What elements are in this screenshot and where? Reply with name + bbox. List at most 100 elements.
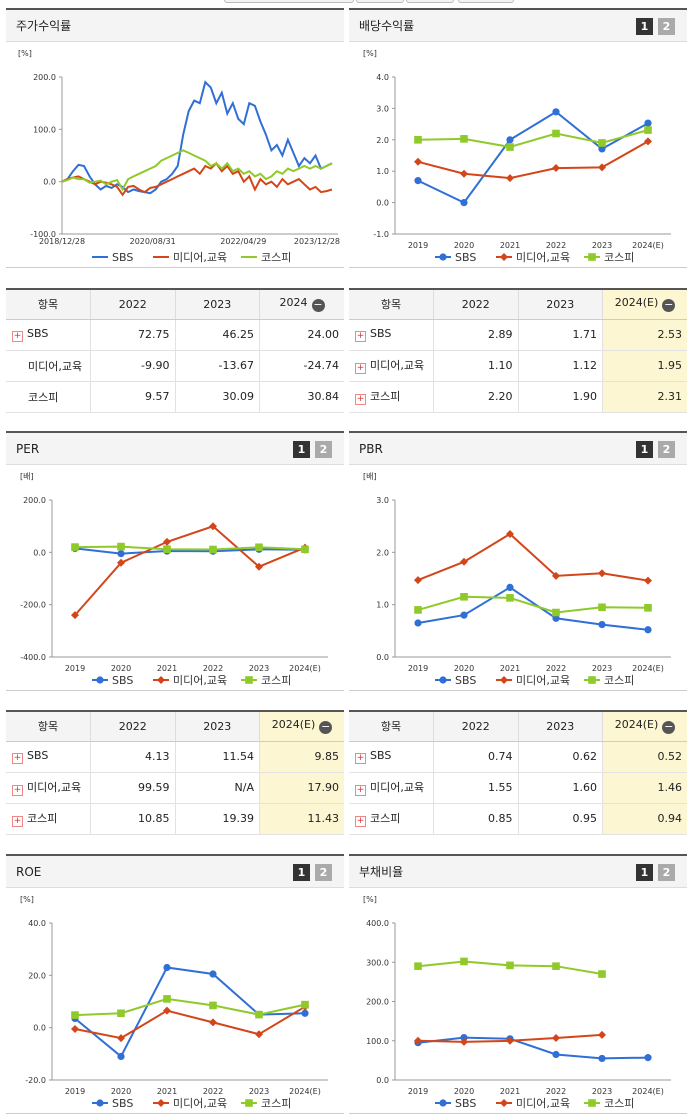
chart-unit-label: [%] (363, 49, 377, 58)
dividend-panel: 배당수익률 1 2 [%] 4.0 3.0 2.0 1.0 0.0 -1.0 2019 2020… (349, 8, 687, 268)
top-button-3[interactable] (406, 0, 454, 3)
value-cell: 1.10 (433, 350, 518, 382)
y-tick-label: 40.0 (28, 919, 46, 928)
table-header-label: 2024(E) (271, 718, 316, 732)
table-row: + 코스피 2.20 1.90 2.31 (349, 381, 687, 413)
top-button-4[interactable] (458, 0, 514, 3)
legend-marker-media (500, 1099, 508, 1107)
data-point-sbs (460, 199, 468, 207)
data-point-media (460, 557, 468, 566)
row-name-label: SBS (370, 327, 392, 340)
table-header-cell: 2023 (174, 289, 260, 320)
expand-icon[interactable]: + (355, 331, 366, 342)
expand-icon[interactable]: + (355, 816, 366, 827)
data-point-kospi (598, 139, 606, 147)
expand-icon[interactable]: + (355, 363, 366, 374)
value-cell: N/A (174, 772, 260, 804)
view-1-toggle[interactable]: 1 (636, 441, 653, 458)
expand-icon[interactable]: + (12, 816, 23, 827)
view-1-toggle[interactable]: 1 (293, 864, 310, 881)
series-line-sbs (417, 110, 649, 204)
table-header-cell: 2023 (517, 711, 603, 742)
y-tick-label: -200.0 (20, 601, 46, 610)
legend-marker-kospi (588, 1099, 596, 1107)
view-2-toggle[interactable]: 2 (315, 441, 332, 458)
data-point-kospi (255, 543, 263, 552)
legend-marker-kospi (245, 676, 253, 684)
data-point-media (71, 611, 79, 620)
row-name-label: SBS (27, 327, 49, 340)
pbr-chart: [배] 3.0 2.0 1.0 0.0 2019 2020 2021 2022 2023 2024(… (363, 472, 671, 687)
view-1-toggle[interactable]: 1 (636, 864, 653, 881)
table-row: + SBS 72.75 46.25 24.00 (6, 319, 344, 351)
chart-legend: SBS 미디어,교육 코스피 (92, 674, 291, 687)
expand-icon[interactable]: + (12, 753, 23, 764)
table-header-row: 항목 2022 2023 2024(E) − (349, 711, 687, 742)
data-point-kospi (117, 1009, 125, 1018)
expand-icon[interactable]: + (355, 394, 366, 405)
collapse-icon[interactable]: − (311, 298, 325, 313)
series-line-kospi (417, 595, 649, 614)
legend-label-media: 미디어,교육 (516, 674, 570, 687)
data-point-kospi (644, 604, 652, 612)
series-line-sbs (417, 1036, 649, 1060)
legend-label-sbs: SBS (112, 251, 133, 264)
data-point-sbs (414, 619, 422, 627)
legend-marker-media (157, 1099, 165, 1107)
data-point-sbs (460, 611, 468, 619)
view-2-toggle[interactable]: 2 (658, 441, 675, 458)
data-point-media (552, 1034, 560, 1043)
table-header-cell: 2024− (259, 289, 344, 320)
series-line-media (61, 161, 333, 197)
legend-label-media: 미디어,교육 (173, 1097, 227, 1110)
table-header-cell: 2023 (517, 289, 603, 320)
row-name-label: 코스피 (370, 812, 401, 825)
value-cell: 4.13 (90, 741, 175, 773)
series-line-kospi (74, 545, 306, 551)
view-1-toggle[interactable]: 1 (293, 441, 310, 458)
row-name-cell: + SBS (349, 741, 434, 773)
table-header-cell: 항목 (6, 711, 91, 742)
collapse-icon[interactable]: − (662, 298, 676, 313)
y-tick-label: 0.0 (33, 548, 46, 557)
value-cell: 0.95 (517, 803, 603, 835)
y-tick-label: 300.0 (366, 958, 389, 967)
y-tick-label: 0.0 (33, 1024, 46, 1033)
data-point-sbs (301, 1009, 309, 1017)
view-2-toggle[interactable]: 2 (658, 864, 675, 881)
collapse-icon[interactable]: − (662, 720, 676, 735)
y-tick-label: 20.0 (28, 971, 46, 980)
top-button-1[interactable] (224, 0, 354, 3)
value-cell: 46.25 (174, 319, 260, 351)
expand-icon[interactable]: + (12, 785, 23, 796)
roe-title: ROE (16, 865, 42, 879)
collapse-icon[interactable]: − (319, 720, 333, 735)
table-header-label: 2022 (461, 719, 490, 733)
view-2-toggle[interactable]: 2 (658, 18, 675, 35)
x-tick-label: 2020 (454, 664, 474, 673)
y-tick-label: 200.0 (33, 73, 56, 82)
expand-icon[interactable]: + (355, 753, 366, 764)
data-point-sbs (163, 963, 171, 972)
data-point-media (209, 522, 217, 531)
data-point-media (552, 571, 560, 580)
pbr-panel: PBR 1 2 [배] 3.0 2.0 1.0 0.0 2019 2020 2021 2022 2… (349, 431, 687, 691)
y-tick-label: 3.0 (376, 496, 389, 505)
y-tick-label: 0.0 (376, 653, 389, 662)
view-2-toggle[interactable]: 2 (315, 864, 332, 881)
value-cell: 1.60 (517, 772, 603, 804)
y-tick-label: 0.0 (43, 178, 56, 187)
data-point-kospi (460, 135, 468, 143)
x-tick-label: 2019 (408, 1087, 428, 1096)
row-name-label: 미디어,교육 (27, 781, 82, 794)
value-cell: -24.74 (259, 350, 344, 382)
view-1-toggle[interactable]: 1 (636, 18, 653, 35)
data-point-media (644, 137, 652, 146)
x-tick-label: 2021 (500, 664, 520, 673)
top-button-2[interactable] (356, 0, 404, 3)
value-cell: -13.67 (174, 350, 260, 382)
expand-icon[interactable]: + (355, 785, 366, 796)
expand-icon[interactable]: + (12, 331, 23, 342)
x-tick-label: 2021 (157, 664, 177, 673)
